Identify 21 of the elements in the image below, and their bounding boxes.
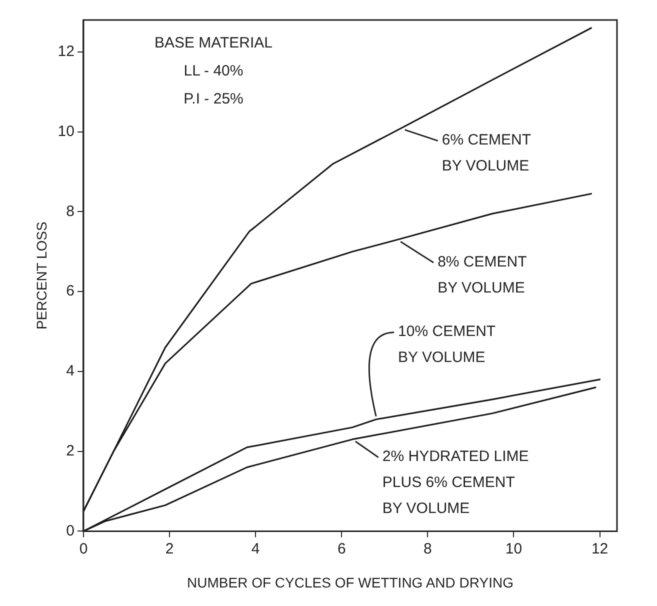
x-tick-label: 12 — [591, 540, 608, 558]
y-tick-label: 12 — [58, 43, 74, 60]
x-tick-label: 2 — [165, 540, 174, 558]
x-tick-label: 10 — [505, 540, 522, 558]
annotation: BASE MATERIAL LL - 40% P.I - 25% — [154, 34, 273, 108]
annotation: 6% CEMENT BY VOLUME — [442, 131, 532, 174]
x-axis-title: NUMBER OF CYCLES OF WETTING AND DRYING — [187, 574, 514, 590]
y-tick-label: 10 — [58, 122, 74, 140]
y-tick-label: 0 — [66, 522, 74, 540]
annotation: 10% CEMENT BY VOLUME — [398, 323, 496, 366]
x-tick-label: 6 — [337, 540, 346, 558]
x-tick-label: 4 — [251, 540, 260, 558]
x-tick-label: 0 — [79, 540, 88, 558]
y-tick-label: 2 — [66, 442, 74, 460]
x-tick-label: 8 — [424, 540, 432, 558]
annotation: 8% CEMENT BY VOLUME — [438, 253, 527, 296]
y-tick-label: 6 — [66, 282, 74, 300]
y-tick-label: 4 — [66, 362, 74, 380]
y-tick-label: 8 — [66, 202, 74, 220]
annotation: 2% HYDRATED LIME PLUS 6% CEMENT BY VOLUME — [382, 448, 529, 517]
y-axis-title: PERCENT LOSS — [33, 222, 50, 330]
